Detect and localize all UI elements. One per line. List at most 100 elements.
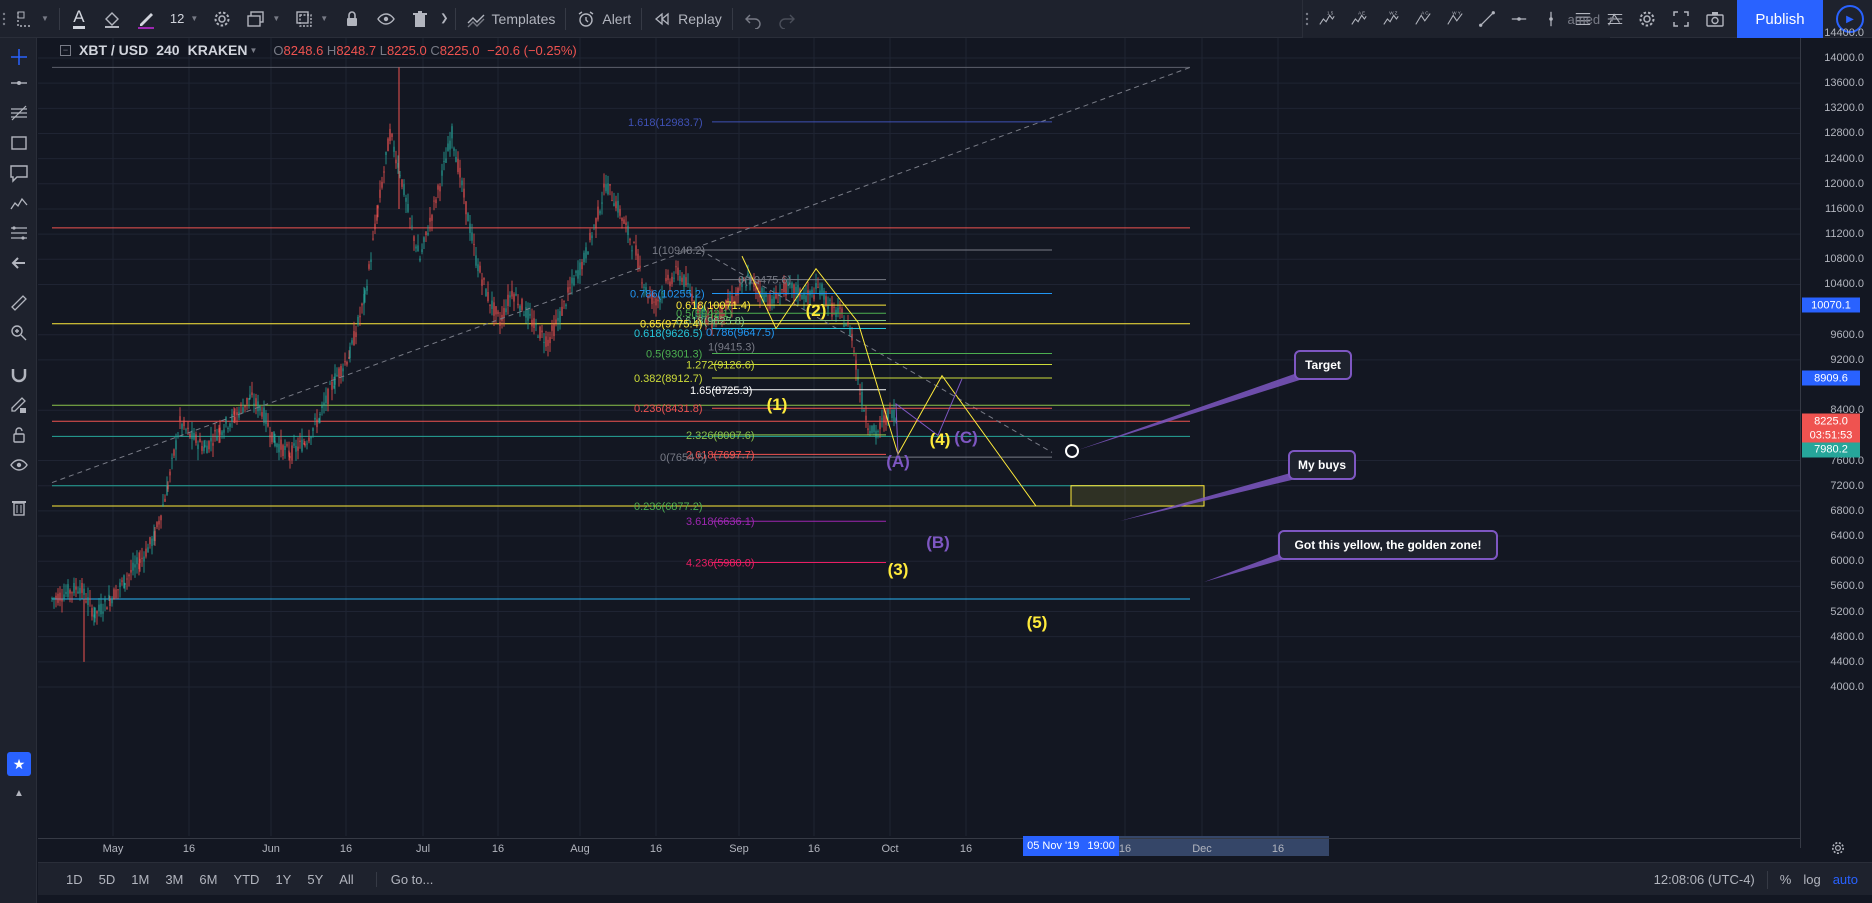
candle-body [297, 446, 299, 451]
layout-name[interactable]: amed [1567, 11, 1601, 27]
candle-body [312, 428, 314, 431]
candle-body [659, 298, 661, 303]
candle-body [249, 394, 251, 399]
clone-button[interactable]: ▼ [287, 0, 335, 38]
auto-scale-toggle[interactable]: auto [1832, 872, 1858, 887]
redo-button[interactable] [770, 0, 804, 38]
font-size-select[interactable]: 12 ▼ [163, 0, 205, 38]
crosshair-tool[interactable] [6, 44, 32, 70]
range-button[interactable]: YTD [233, 871, 260, 887]
exchange[interactable]: KRAKEN [187, 42, 248, 58]
text-color-button[interactable]: A [63, 0, 95, 38]
alert-button[interactable]: Alert [569, 0, 638, 38]
horizontal-line-button[interactable] [1503, 0, 1535, 38]
range-button[interactable]: 1Y [275, 871, 292, 887]
fib-level-label: 0.236(8431.8) [634, 403, 703, 415]
chart-settings-button[interactable] [1630, 0, 1664, 38]
back-tool[interactable] [6, 250, 32, 276]
price-chart[interactable]: 1.618(12983.7) 1(10948.2) 0(10475.6) 0.786(… [38, 38, 1800, 848]
replay-button[interactable]: Replay [645, 0, 729, 38]
price-tick-label: 10800.0 [1824, 253, 1864, 266]
percent-scale-toggle[interactable]: % [1779, 872, 1792, 887]
snapshot-button[interactable] [1698, 0, 1732, 38]
fullscreen-button[interactable] [1664, 0, 1698, 38]
candle-body [633, 242, 635, 244]
line-color-button[interactable] [129, 0, 163, 38]
range-button[interactable]: 1D [66, 871, 83, 887]
measure-tool[interactable] [6, 290, 32, 316]
range-button[interactable]: 3M [165, 871, 184, 887]
pitchfork-tool[interactable] [6, 100, 32, 126]
target-callout[interactable]: Target [1294, 350, 1352, 380]
symbol-name[interactable]: XBT / USD [79, 42, 149, 58]
collapse-toolbar-button[interactable]: ▲ [6, 786, 32, 800]
settings-button[interactable] [205, 0, 239, 38]
remove-drawings-tool[interactable] [6, 494, 32, 520]
chevron-down-icon[interactable]: ▼ [1608, 14, 1616, 24]
prediction-tool[interactable] [6, 220, 32, 246]
time-axis[interactable]: May 16 Jun 16 Jul 16 Aug 16 Sep 16 Oct 16 16 Dec 16 [38, 838, 1800, 860]
elliott-correction-button[interactable]: A C [1407, 0, 1439, 38]
stay-in-drawing-tool[interactable] [6, 392, 32, 418]
candle-body [837, 307, 839, 314]
goto-date-button[interactable]: Go to... [375, 871, 433, 887]
trend-line-button[interactable] [1471, 0, 1503, 38]
pattern-tool[interactable] [6, 190, 32, 216]
candle-body [573, 277, 575, 286]
visual-order-button[interactable]: ▼ [239, 0, 287, 38]
golden-zone-callout[interactable]: Got this yellow, the golden zone! [1278, 530, 1498, 560]
line-tool[interactable] [6, 70, 32, 96]
templates-button[interactable]: Templates [459, 0, 563, 38]
candle-body [685, 277, 687, 286]
range-button[interactable]: 6M [199, 871, 218, 887]
interval[interactable]: 240 [156, 42, 180, 58]
more-button[interactable]: ❯ [437, 0, 451, 38]
magnet-icon [11, 369, 27, 383]
range-button[interactable]: 5D [98, 871, 116, 887]
candle-body [569, 287, 571, 289]
range-button[interactable]: 5Y [307, 871, 324, 887]
shape-tool[interactable] [6, 130, 32, 156]
lock-drawings-tool[interactable] [6, 422, 32, 448]
favorites-star-icon[interactable]: ★ [7, 752, 31, 776]
pitchfork-icon [11, 105, 27, 121]
candle-body [895, 418, 897, 422]
delete-button[interactable] [403, 0, 437, 38]
range-button[interactable]: 1M [131, 871, 150, 887]
hide-drawings-tool[interactable] [6, 452, 32, 478]
publish-button[interactable]: Publish [1737, 0, 1823, 38]
fib-retracement-button[interactable] [1567, 0, 1599, 38]
log-scale-toggle[interactable]: log [1803, 872, 1821, 887]
elliott-triple-combo-button[interactable]: W Z [1375, 0, 1407, 38]
line-style-button[interactable]: ▼ [8, 0, 56, 38]
zoom-tool[interactable] [6, 320, 32, 346]
lock-button[interactable] [335, 0, 369, 38]
range-button[interactable]: All [339, 871, 354, 887]
elliott-triangle-button[interactable]: A E [1343, 0, 1375, 38]
chevron-down-icon[interactable]: ▼ [249, 45, 258, 55]
drag-handle-icon[interactable] [1303, 0, 1311, 38]
vertical-line-button[interactable] [1535, 0, 1567, 38]
my-buys-callout[interactable]: My buys [1288, 450, 1356, 480]
candle-body [781, 289, 783, 291]
undo-button[interactable] [736, 0, 770, 38]
elliott-impulse-button[interactable]: 1 5 [1311, 0, 1343, 38]
axis-settings-button[interactable] [1830, 840, 1846, 859]
candle-body [409, 218, 411, 220]
timezone-clock[interactable]: 12:08:06 (UTC-4) [1653, 872, 1755, 887]
fib-extension-button[interactable] [1599, 0, 1631, 38]
hide-button[interactable] [369, 0, 403, 38]
play-icon[interactable]: ▶ [1836, 5, 1864, 33]
text-tool[interactable] [6, 160, 32, 186]
drag-handle-icon[interactable] [0, 0, 8, 38]
elliott-double-combo-button[interactable]: W Y [1439, 0, 1471, 38]
magnet-tool[interactable] [6, 362, 32, 388]
collapse-legend-icon[interactable]: − [60, 44, 71, 56]
candle-body [587, 251, 589, 255]
candle-body [415, 246, 417, 249]
horizontal-levels [52, 66, 1190, 600]
candle-body [795, 287, 797, 293]
fill-color-button[interactable] [95, 0, 129, 38]
zoom-icon [11, 325, 27, 341]
price-axis[interactable]: 14400.0 14000.0 13600.0 13200.0 12800.0 12400… [1800, 27, 1872, 848]
